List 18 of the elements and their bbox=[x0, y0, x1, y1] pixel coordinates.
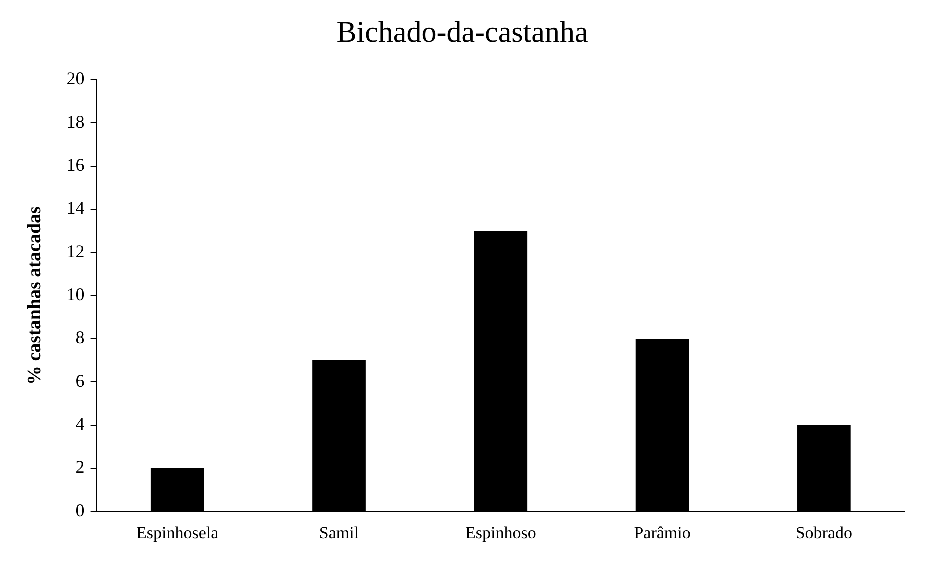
x-tick-label: Espinhosela bbox=[136, 523, 220, 542]
y-tick-label: 8 bbox=[76, 328, 85, 348]
y-tick-label: 2 bbox=[76, 457, 85, 478]
y-tick-label: 10 bbox=[66, 284, 85, 305]
y-tick-label: 20 bbox=[66, 68, 85, 89]
y-tick-label: 12 bbox=[66, 241, 85, 262]
x-tick-label: Parâmio bbox=[634, 523, 691, 542]
y-tick-label: 4 bbox=[76, 414, 85, 434]
y-tick-label: 18 bbox=[66, 112, 85, 132]
y-tick-label: 0 bbox=[76, 500, 85, 520]
y-tick-label: 14 bbox=[66, 198, 85, 218]
y-axis-title: % castanhas atacadas bbox=[24, 206, 46, 386]
x-tick-label: Samil bbox=[319, 523, 360, 542]
chart-title: Bichado-da-castanha bbox=[336, 16, 588, 49]
x-tick-label: Sobrado bbox=[796, 523, 853, 542]
x-tick-label: Espinhoso bbox=[465, 523, 536, 542]
y-tick-label: 16 bbox=[66, 155, 85, 176]
y-tick-label: 6 bbox=[76, 370, 85, 391]
